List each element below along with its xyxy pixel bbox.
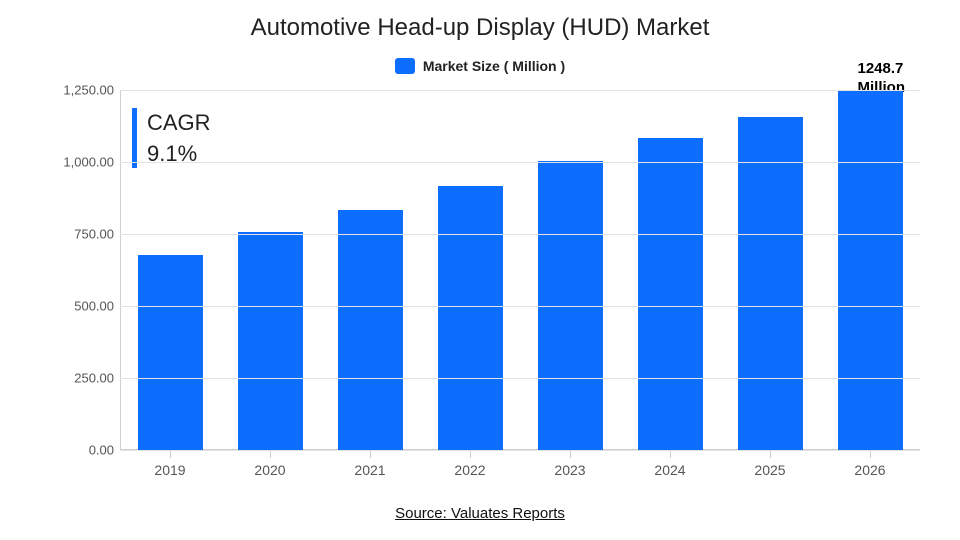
callout-value: 1248.7 xyxy=(858,60,906,79)
x-tick-label: 2025 xyxy=(754,462,785,478)
bar xyxy=(638,138,703,450)
y-tick-label: 750.00 xyxy=(44,227,114,242)
bar xyxy=(438,186,503,450)
bar-slot: 2022 xyxy=(420,90,520,450)
bar xyxy=(838,90,903,450)
bar xyxy=(738,117,803,450)
grid-line xyxy=(120,162,920,163)
x-tick xyxy=(770,450,771,458)
bar-slot: 2024 xyxy=(620,90,720,450)
y-tick-label: 500.00 xyxy=(44,299,114,314)
x-tick-label: 2022 xyxy=(454,462,485,478)
bar-slot: 2019 xyxy=(120,90,220,450)
x-tick xyxy=(270,450,271,458)
x-tick-label: 2020 xyxy=(254,462,285,478)
bar xyxy=(338,210,403,450)
x-tick-label: 2023 xyxy=(554,462,585,478)
bar-slot: 2020 xyxy=(220,90,320,450)
y-tick-label: 0.00 xyxy=(44,443,114,458)
legend-label: Market Size ( Million ) xyxy=(423,58,565,74)
x-tick xyxy=(170,450,171,458)
y-tick-label: 1,250.00 xyxy=(44,83,114,98)
chart-title: Automotive Head-up Display (HUD) Market xyxy=(0,14,960,42)
grid-line xyxy=(120,306,920,307)
x-tick-label: 2026 xyxy=(854,462,885,478)
x-tick-label: 2019 xyxy=(154,462,185,478)
x-tick xyxy=(670,450,671,458)
x-tick xyxy=(570,450,571,458)
x-tick xyxy=(370,450,371,458)
bars-group: 20192020202120222023202420252026 xyxy=(120,90,920,450)
bar-slot: 2023 xyxy=(520,90,620,450)
chart-container: Automotive Head-up Display (HUD) Market … xyxy=(0,0,960,540)
grid-line xyxy=(120,90,920,91)
grid-line xyxy=(120,378,920,379)
bar-slot: 2021 xyxy=(320,90,420,450)
x-tick-label: 2021 xyxy=(354,462,385,478)
x-tick xyxy=(870,450,871,458)
y-tick-label: 1,000.00 xyxy=(44,155,114,170)
legend: Market Size ( Million ) xyxy=(0,58,960,79)
bar-slot: 2026 xyxy=(820,90,920,450)
bar xyxy=(238,232,303,450)
x-tick xyxy=(470,450,471,458)
source-attribution: Source: Valuates Reports xyxy=(0,505,960,522)
bar-slot: 2025 xyxy=(720,90,820,450)
x-tick-label: 2024 xyxy=(654,462,685,478)
legend-swatch xyxy=(395,58,415,74)
bar xyxy=(138,255,203,450)
plot-area: 20192020202120222023202420252026 0.00250… xyxy=(120,90,920,450)
y-tick-label: 250.00 xyxy=(44,371,114,386)
grid-line xyxy=(120,234,920,235)
grid-line xyxy=(120,450,920,451)
